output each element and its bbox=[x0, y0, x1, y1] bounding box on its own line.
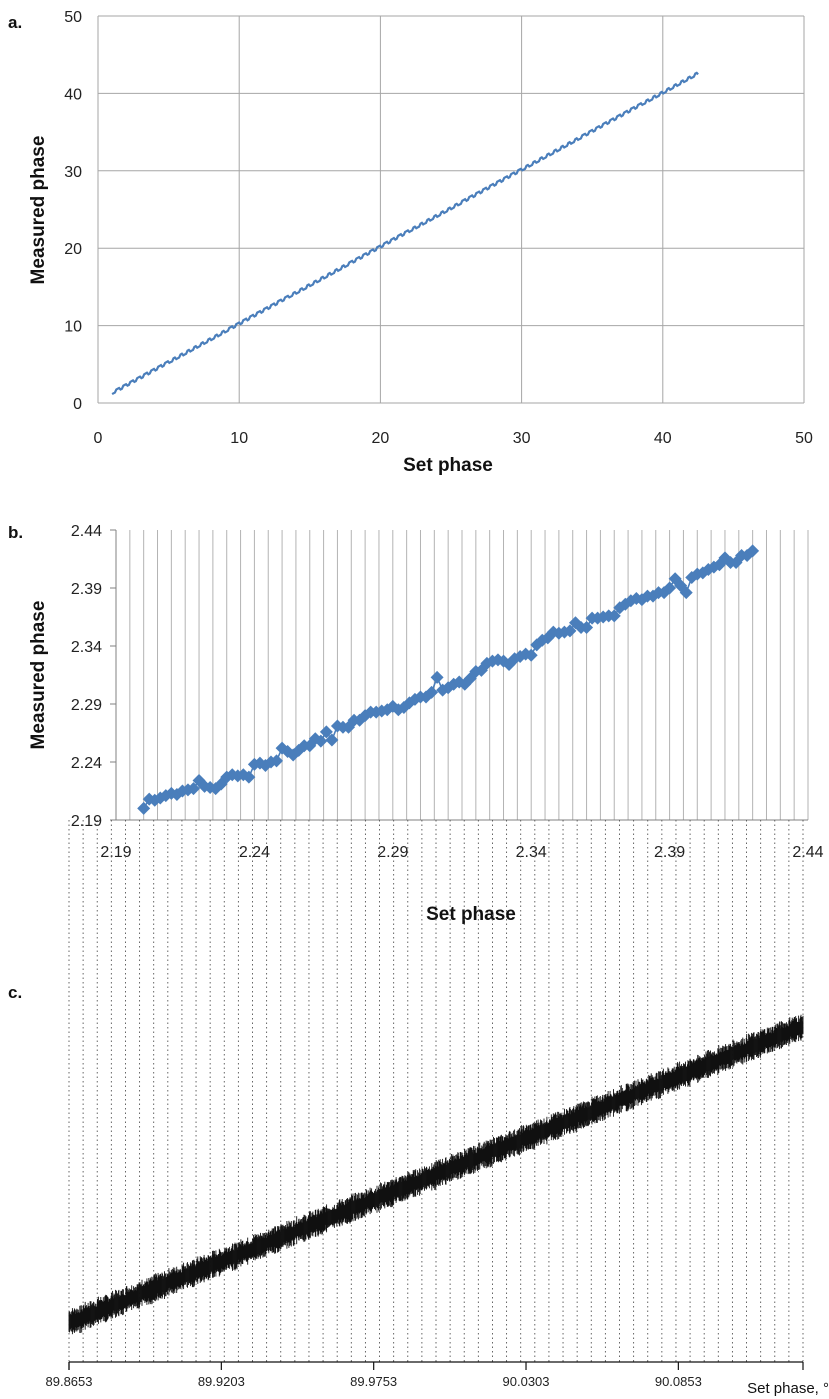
panel-b-x-tick-label: 2.24 bbox=[239, 844, 270, 861]
panel-a-y-tick-label: 30 bbox=[64, 164, 82, 181]
panel-c-ticks: 89.8653 89.9203 89.9753 90.0303 90.0853 bbox=[46, 1374, 702, 1389]
panel-b-point bbox=[187, 782, 201, 796]
panel-b-y-tick-label: 2.44 bbox=[71, 523, 102, 540]
panel-a-x-tick-label: 30 bbox=[513, 430, 531, 447]
panel-a-series-line bbox=[111, 71, 699, 396]
panel-b-point bbox=[242, 770, 256, 784]
panel-b-point bbox=[137, 801, 151, 815]
panel-c-x-tick-label: 90.0303 bbox=[503, 1374, 550, 1389]
panel-a-x-tick-label: 10 bbox=[230, 430, 248, 447]
panel-a-grid bbox=[97, 15, 805, 404]
panel-b-x-tick-label: 2.34 bbox=[516, 844, 547, 861]
panel-b-point bbox=[607, 609, 621, 623]
panel-b-point bbox=[430, 670, 444, 684]
panel-b-point bbox=[580, 620, 594, 634]
panel-a-ticks: 0 10 20 30 40 50 0 10 20 30 40 50 bbox=[64, 9, 813, 447]
panel-b: b. 2.19 2.24 2.29 2.34 2.39 2.44 2.19 2.24 2.29 2… bbox=[8, 523, 824, 925]
panel-a-y-axis-title: Measured phase bbox=[28, 136, 49, 285]
panel-b-point bbox=[425, 685, 439, 699]
panel-b-y-tick-label: 2.29 bbox=[71, 697, 102, 714]
panel-b-x-tick-label: 2.19 bbox=[100, 844, 131, 861]
panel-b-y-tick-label: 2.19 bbox=[71, 813, 102, 830]
panel-c-points bbox=[68, 1014, 804, 1335]
panel-a-x-axis-title: Set phase bbox=[403, 455, 493, 476]
panel-b-point bbox=[563, 624, 577, 638]
panel-b-point bbox=[502, 658, 516, 672]
panel-c-x-tick-label: 89.9753 bbox=[350, 1374, 397, 1389]
panel-c-x-tick-label: 89.9203 bbox=[198, 1374, 245, 1389]
panel-c-x-tick-label: 89.8653 bbox=[46, 1374, 93, 1389]
panel-b-point bbox=[270, 754, 284, 768]
panel-a-y-tick-label: 50 bbox=[64, 9, 82, 26]
panel-a-y-tick-label: 10 bbox=[64, 319, 82, 336]
panel-b-point bbox=[663, 581, 677, 595]
panel-b-point bbox=[319, 725, 333, 739]
panel-a: a. 0 10 20 30 40 50 0 10 20 30 40 50 Set phase Meas… bbox=[8, 9, 813, 476]
panel-b-x-tick-label: 2.29 bbox=[377, 844, 408, 861]
panel-b-y-tick-label: 2.34 bbox=[71, 639, 102, 656]
panel-a-y-tick-label: 20 bbox=[64, 241, 82, 258]
panel-b-points bbox=[137, 544, 760, 815]
panel-b-point bbox=[325, 733, 339, 747]
panel-a-x-tick-label: 20 bbox=[372, 430, 390, 447]
panel-b-y-tick-label: 2.24 bbox=[71, 755, 102, 772]
panel-b-x-axis-title: Set phase bbox=[426, 904, 516, 925]
panel-a-label: a. bbox=[8, 13, 22, 32]
panel-c-x-axis-title: Set phase, ° bbox=[747, 1380, 829, 1397]
panel-b-point bbox=[679, 586, 693, 600]
panel-b-x-tick-label: 2.44 bbox=[792, 844, 823, 861]
panel-b-label: b. bbox=[8, 523, 23, 542]
panel-a-y-tick-label: 0 bbox=[73, 396, 82, 413]
panel-c-label: c. bbox=[8, 983, 22, 1002]
panel-a-x-tick-label: 0 bbox=[94, 430, 103, 447]
panel-b-y-axis-title: Measured phase bbox=[28, 601, 49, 750]
panel-a-x-tick-label: 40 bbox=[654, 430, 672, 447]
panel-b-y-tick-label: 2.39 bbox=[71, 581, 102, 598]
panel-b-point bbox=[524, 648, 538, 662]
panel-b-grid bbox=[110, 529, 809, 821]
panel-c: c. 89.8653 89.9203 89.9753 90.0303 90.0853 S… bbox=[8, 820, 829, 1397]
panel-a-y-tick-label: 40 bbox=[64, 86, 82, 103]
panel-c-x-tick-label: 90.0853 bbox=[655, 1374, 702, 1389]
panel-a-x-tick-label: 50 bbox=[795, 430, 813, 447]
panel-b-point bbox=[314, 734, 328, 748]
panel-b-x-tick-label: 2.39 bbox=[654, 844, 685, 861]
panel-b-point bbox=[746, 544, 760, 558]
